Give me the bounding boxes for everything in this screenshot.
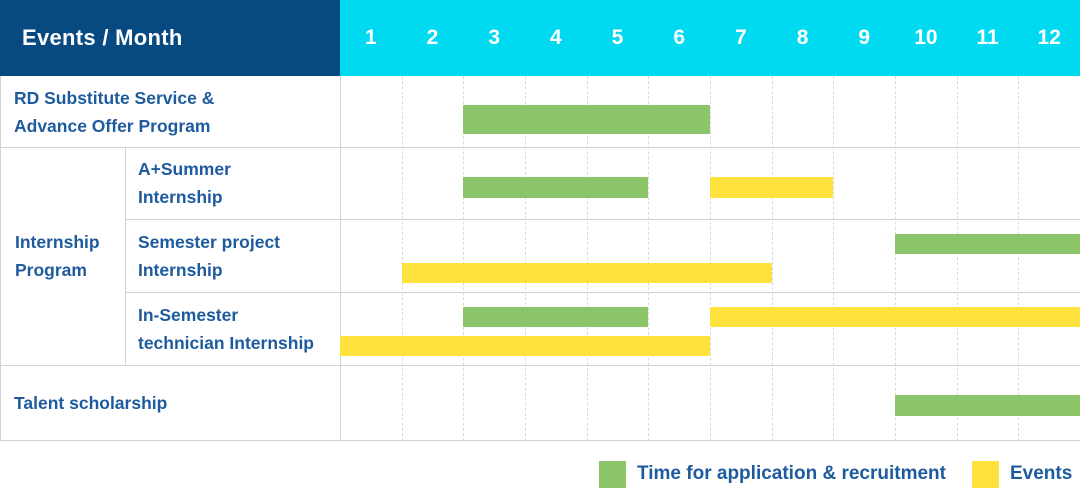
month-gridline: [833, 76, 835, 441]
table-bottom-border: [0, 440, 1080, 441]
row-divider: [125, 219, 1080, 220]
events-month-title: Events / Month: [22, 25, 183, 50]
row-label-a-plus-summer-internship: A+Summer Internship: [125, 147, 340, 219]
gantt-bar-green: [463, 105, 710, 134]
gantt-bar-green: [463, 307, 649, 327]
table-corner-header: Events / Month: [0, 0, 340, 76]
month-gridline: [956, 76, 958, 441]
month-header-11: 11: [976, 26, 999, 49]
row-label-line: Advance Offer Program: [14, 115, 211, 136]
gantt-grid: [340, 76, 1080, 441]
month-header-1: 1: [364, 26, 377, 49]
gantt-bar-green: [895, 395, 1080, 416]
group-label-line: Internship: [15, 232, 100, 252]
month-header-row: 1 2 3 4 5 6 7 8 9 10 11 12: [340, 0, 1080, 76]
legend-yellow-swatch-icon: [972, 460, 999, 488]
row-label-in-semester-technician-internship: In-Semester technician Internship: [125, 292, 340, 365]
row-divider: [0, 147, 1080, 148]
gantt-bar-green: [463, 177, 649, 198]
month-header-12: 12: [1037, 26, 1061, 49]
month-gridline: [710, 76, 711, 441]
row-label-line: Internship: [138, 259, 223, 280]
month-header-4: 4: [550, 26, 562, 49]
row-label-line: In-Semester: [138, 304, 239, 325]
month-gridline: [648, 76, 650, 441]
label-grid-divider: [340, 76, 341, 441]
gantt-bar-yellow: [710, 177, 834, 198]
gantt-bar-yellow: [340, 336, 710, 356]
month-header-8: 8: [796, 26, 809, 49]
row-label-line: technician Internship: [138, 332, 314, 353]
row-divider: [0, 365, 1080, 366]
month-header-6: 6: [673, 26, 686, 49]
gantt-bar-yellow: [710, 307, 1080, 327]
month-gridline: [463, 76, 465, 441]
table-left-border: [0, 76, 1, 441]
month-gridline: [525, 76, 526, 441]
subcolumn-divider: [125, 147, 126, 365]
row-label-line: Talent scholarship: [14, 393, 168, 413]
group-label-internship-program: Internship Program: [0, 147, 125, 365]
row-label-line: Semester project: [138, 231, 281, 252]
month-header-5: 5: [611, 26, 624, 49]
legend-label: Events: [1010, 463, 1073, 484]
month-header-9: 9: [858, 26, 871, 49]
row-label-rd-substitute: RD Substitute Service & Advance Offer Pr…: [0, 76, 340, 147]
month-gridline: [401, 76, 403, 441]
row-label-line: RD Substitute Service &: [14, 87, 215, 108]
legend-green-swatch-icon: [599, 460, 626, 488]
month-gridline: [1018, 76, 1020, 441]
row-divider: [125, 292, 1080, 293]
gantt-bar-green: [895, 234, 1080, 254]
month-gridline: [586, 76, 588, 441]
month-header-3: 3: [488, 26, 501, 49]
row-label-semester-project-internship: Semester project Internship: [125, 219, 340, 292]
month-header-10: 10: [914, 26, 938, 49]
month-gridline: [771, 76, 773, 441]
row-label-line: A+Summer: [138, 159, 231, 179]
gantt-bar-yellow: [401, 263, 772, 283]
month-header-7: 7: [735, 26, 747, 49]
row-label-talent-scholarship: Talent scholarship: [0, 365, 340, 441]
row-label-line: Internship: [138, 187, 223, 207]
legend-label: Time for application & recruitment: [637, 463, 946, 484]
legend-item-application-recruitment: Time for application & recruitment: [599, 458, 946, 490]
group-label-line: Program: [15, 260, 87, 280]
legend-item-events: Events: [972, 458, 1072, 490]
month-header-2: 2: [426, 26, 439, 49]
month-gridline: [895, 76, 896, 441]
